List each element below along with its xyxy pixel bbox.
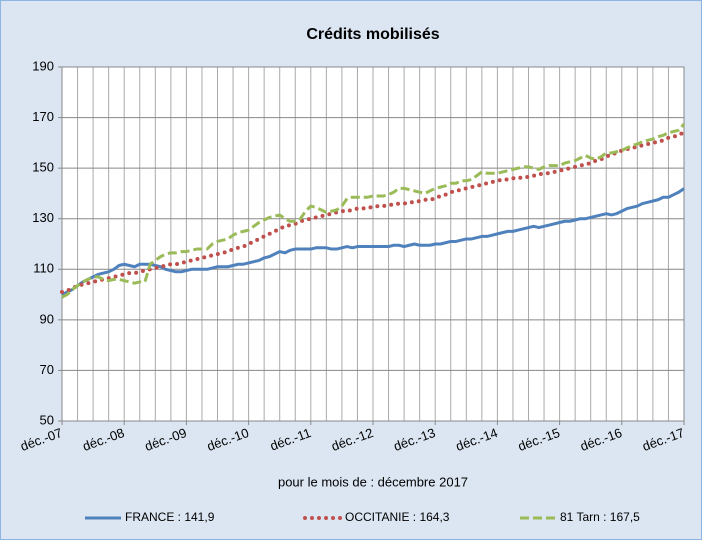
y-tick-label: 130 <box>32 210 54 225</box>
legend-label: 81 Tarn : 167,5 <box>560 510 640 524</box>
series-line <box>60 129 686 295</box>
series-line <box>61 187 685 296</box>
legend-label: OCCITANIE : 164,3 <box>345 510 450 524</box>
legend-label: FRANCE : 141,9 <box>125 510 215 524</box>
y-tick-label: 50 <box>40 412 54 427</box>
y-tick-label: 150 <box>32 160 54 175</box>
series-line <box>61 122 686 299</box>
y-tick-label: 170 <box>32 109 54 124</box>
x-axis-label: pour le mois de : décembre 2017 <box>278 474 468 489</box>
y-tick-label: 110 <box>33 261 54 276</box>
chart-title: Crédits mobilisés <box>306 26 439 43</box>
y-tick-label: 90 <box>40 311 54 326</box>
y-tick-label: 70 <box>40 362 54 377</box>
y-tick-label: 190 <box>32 58 54 73</box>
